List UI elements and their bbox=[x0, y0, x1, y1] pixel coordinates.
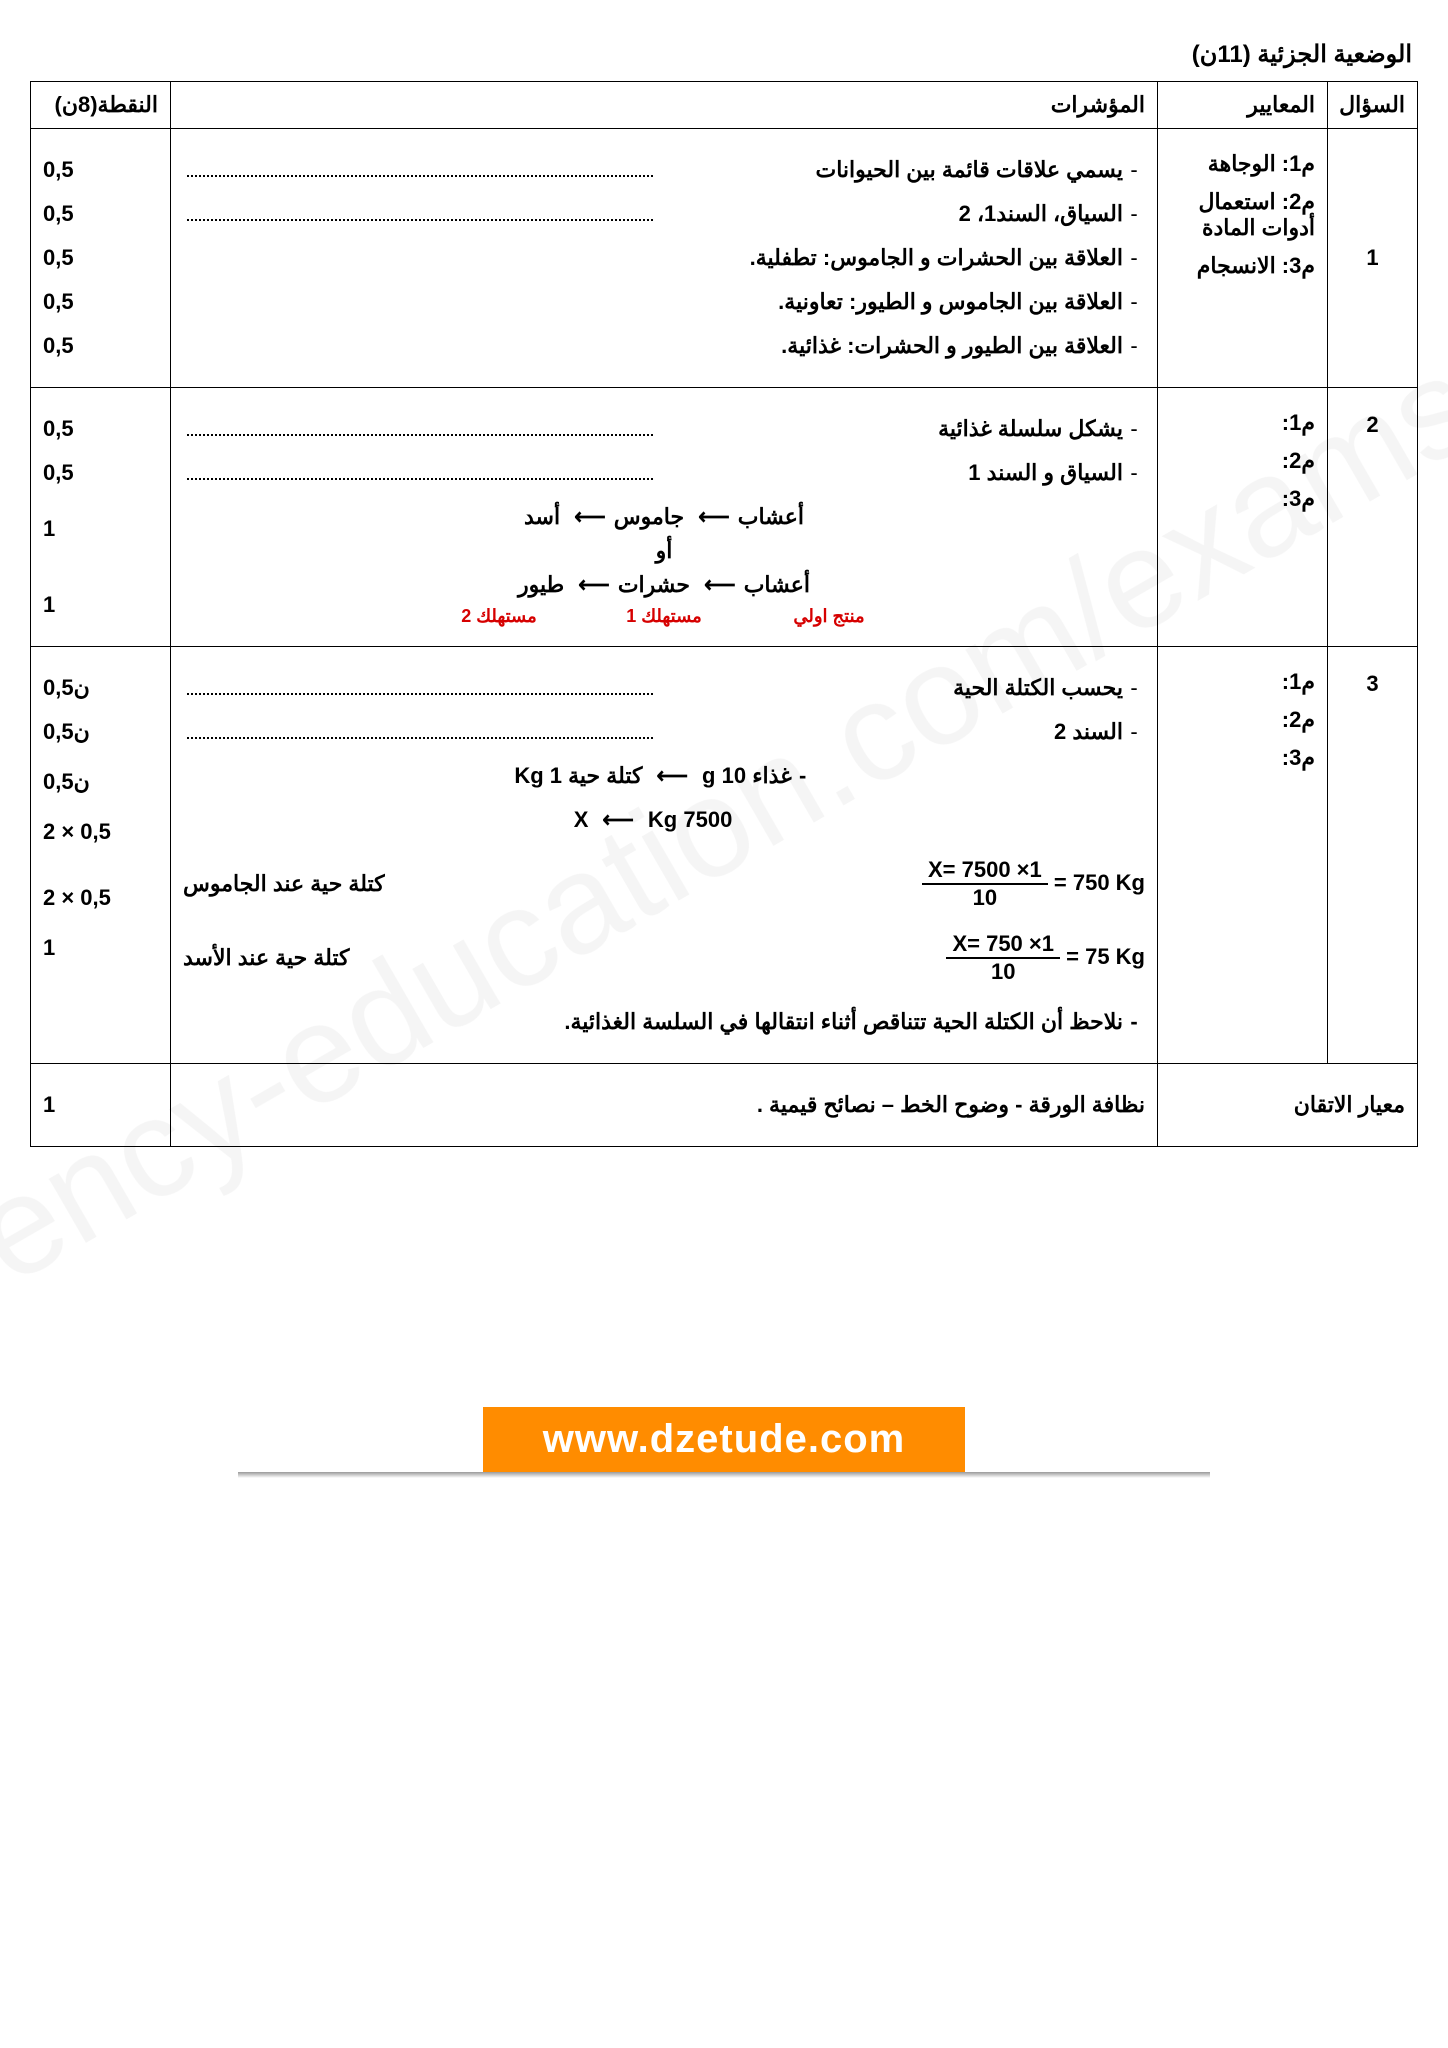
q1-criteria: م1: الوجاهة م2: استعمال أدوات المادة م3:… bbox=[1158, 129, 1328, 388]
q1-indicator-line: -العلاقة بين الجاموس و الطيور: تعاونية. bbox=[183, 289, 1145, 315]
q3-indicators: - يحسب الكتلة الحية - السند 2 - غذاء 10 … bbox=[171, 647, 1158, 1064]
row-mastery: معيار الاتقان نظافة الورقة - وضوح الخط –… bbox=[31, 1064, 1418, 1147]
calc-1: X= 7500 ×110 = 750 Kg كتلة حية عند الجام… bbox=[183, 851, 1145, 917]
q1-indicator-line: -العلاقة بين الحشرات و الجاموس: تطفلية. bbox=[183, 245, 1145, 271]
q3-points: 0,5ن 0,5ن 0,5ن 2 × 0,5 2 × 0,5 1 bbox=[31, 647, 171, 1064]
q1-indicator-line: -السياق، السند1، 2 bbox=[183, 201, 1145, 227]
q1-crit-3: م3: الانسجام bbox=[1170, 253, 1315, 279]
q3-crit-3: م3: bbox=[1170, 745, 1315, 771]
q1-num: 1 bbox=[1328, 129, 1418, 388]
q3-rule: - غذاء 10 g ⟵ كتلة حية 1 Kg bbox=[183, 763, 1145, 789]
q3-crit-2: م2: bbox=[1170, 707, 1315, 733]
q1-indicator-line: -يسمي علاقات قائمة بين الحيوانات bbox=[183, 157, 1145, 183]
q2-crit-1: م1: bbox=[1170, 410, 1315, 436]
q2-crit-3: م3: bbox=[1170, 486, 1315, 512]
q3-conclusion: - نلاحظ أن الكتلة الحية تتناقص أثناء انت… bbox=[183, 1009, 1145, 1035]
q3-ind-1: - يحسب الكتلة الحية bbox=[183, 675, 1145, 701]
hdr-criteria: المعايير bbox=[1158, 82, 1328, 129]
row-q3: 3 م1: م2: م3: - يحسب الكتلة الحية - السن… bbox=[31, 647, 1418, 1064]
q2-ind-2: - السياق و السند 1 bbox=[183, 460, 1145, 486]
q3-crit-1: م1: bbox=[1170, 669, 1315, 695]
footer-banner-wrap: www.dzetude.com bbox=[30, 1407, 1418, 1478]
food-chain-2: أعشاب⟵ حشرات⟵ طيور bbox=[183, 572, 1145, 598]
q1-crit-2: م2: استعمال أدوات المادة bbox=[1170, 189, 1315, 241]
calc-2: X= 750 ×110 = 75 Kg كتلة حية عند الأسد bbox=[183, 925, 1145, 991]
q2-ind-1: - يشكل سلسلة غذائية bbox=[183, 416, 1145, 442]
q3-ind-2: - السند 2 bbox=[183, 719, 1145, 745]
grading-table: السؤال المعايير المؤشرات النقطة(8ن) 1 م1… bbox=[30, 81, 1418, 1147]
chain-or: أو bbox=[183, 538, 1145, 564]
hdr-indicators: المؤشرات bbox=[171, 82, 1158, 129]
footer-banner: www.dzetude.com bbox=[483, 1407, 965, 1472]
q1-indicator-line: -العلاقة بين الطيور و الحشرات: غذائية. bbox=[183, 333, 1145, 359]
q2-crit-2: م2: bbox=[1170, 448, 1315, 474]
q2-points: 0,5 0,5 1 1 bbox=[31, 388, 171, 647]
mastery-text: نظافة الورقة - وضوح الخط – نصائح قيمية . bbox=[171, 1064, 1158, 1147]
row-q1: 1 م1: الوجاهة م2: استعمال أدوات المادة م… bbox=[31, 129, 1418, 388]
hdr-points: النقطة(8ن) bbox=[31, 82, 171, 129]
food-chain-1: أعشاب⟵ جاموس⟵ أسد bbox=[183, 504, 1145, 530]
q1-points: 0,50,50,50,50,5 bbox=[31, 129, 171, 388]
q1-crit-1: م1: الوجاهة bbox=[1170, 151, 1315, 177]
banner-shadow bbox=[238, 1472, 1210, 1478]
q3-criteria: م1: م2: م3: bbox=[1158, 647, 1328, 1064]
row-q2: 2 م1: م2: م3: - يشكل سلسلة غذائية - السي… bbox=[31, 388, 1418, 647]
q2-num: 2 bbox=[1328, 388, 1418, 647]
q3-rule-2: 7500 Kg ⟵ X bbox=[183, 807, 1145, 833]
mastery-points: 1 bbox=[31, 1064, 171, 1147]
q3-num: 3 bbox=[1328, 647, 1418, 1064]
q1-indicators: -يسمي علاقات قائمة بين الحيوانات -السياق،… bbox=[171, 129, 1158, 388]
mastery-label: معيار الاتقان bbox=[1158, 1064, 1418, 1147]
hdr-question: السؤال bbox=[1328, 82, 1418, 129]
page-title: الوضعية الجزئية (11ن) bbox=[30, 40, 1418, 69]
q2-criteria: م1: م2: م3: bbox=[1158, 388, 1328, 647]
q2-indicators: - يشكل سلسلة غذائية - السياق و السند 1 أ… bbox=[171, 388, 1158, 647]
chain-labels: منتج اولي مستهلك 1 مستهلك 2 bbox=[183, 606, 1145, 627]
